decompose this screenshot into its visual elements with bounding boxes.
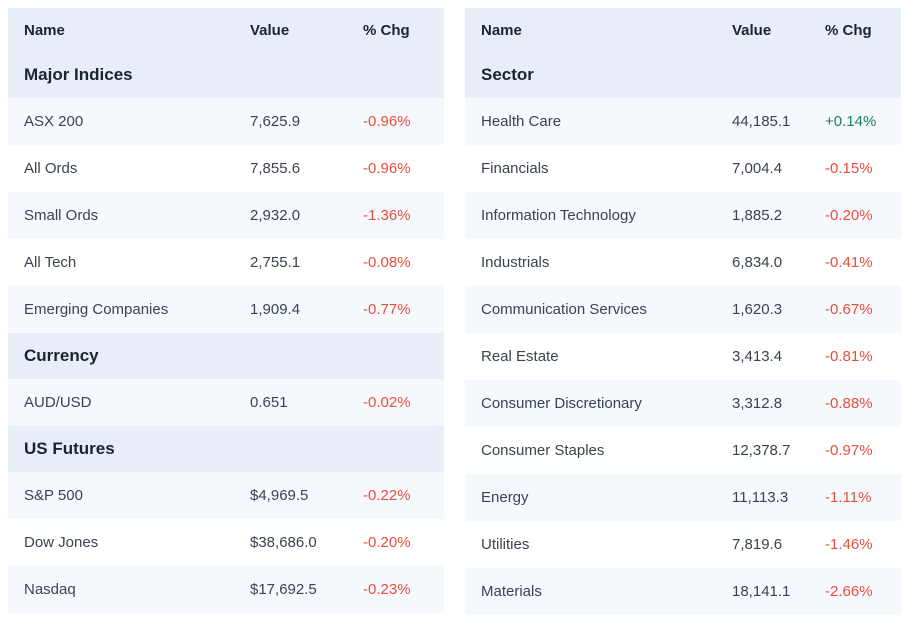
row-name: Financials [481, 160, 549, 177]
table-row: Small Ords 2,932.0 -1.36% [8, 192, 444, 239]
row-change: -0.20% [825, 207, 873, 224]
sectors-table: Name Value % Chg Sector Health Care 44,1… [465, 8, 901, 615]
row-name: Health Care [481, 113, 562, 130]
row-value: $17,692.5 [250, 581, 317, 598]
section-header-sector: Sector [465, 52, 901, 98]
row-name: Communication Services [481, 301, 647, 318]
row-change: -0.15% [825, 160, 873, 177]
table-row: Real Estate 3,413.4 -0.81% [465, 333, 901, 380]
table-row: AUD/USD 0.651 -0.02% [8, 379, 444, 426]
indices-table: Name Value % Chg Major Indices ASX 200 7… [8, 8, 444, 615]
row-name: Small Ords [24, 207, 99, 224]
row-name: All Tech [24, 254, 77, 271]
row-value: 44,185.1 [732, 113, 791, 130]
column-header-pct: % Chg [825, 21, 872, 39]
row-value: 18,141.1 [732, 583, 791, 600]
row-value: 11,113.3 [732, 489, 789, 506]
row-change: -0.41% [825, 254, 873, 271]
row-change: -0.97% [825, 442, 873, 459]
table-header-row: Name Value % Chg [8, 8, 444, 52]
table-row: ASX 200 7,625.9 -0.96% [8, 98, 444, 145]
table-row: Nasdaq $17,692.5 -0.23% [8, 566, 444, 613]
table-row: All Tech 2,755.1 -0.08% [8, 239, 444, 286]
section-title: Sector [481, 65, 534, 84]
row-value: 7,855.6 [250, 160, 301, 177]
row-value: 2,755.1 [250, 254, 301, 271]
row-name: Emerging Companies [24, 301, 169, 318]
row-value: 3,312.8 [732, 395, 783, 412]
table-header-row: Name Value % Chg [465, 8, 901, 52]
row-value: 7,004.4 [732, 160, 783, 177]
row-change: -0.81% [825, 348, 873, 365]
column-header-name: Name [481, 21, 522, 39]
row-value: $4,969.5 [250, 487, 309, 504]
table-row: Industrials 6,834.0 -0.41% [465, 239, 901, 286]
section-title: Currency [24, 346, 99, 365]
row-change: -0.67% [825, 301, 873, 318]
section-title: Major Indices [24, 65, 133, 84]
table-row: Financials 7,004.4 -0.15% [465, 145, 901, 192]
row-name: AUD/USD [24, 394, 92, 411]
section-header-us-futures: US Futures [8, 426, 444, 472]
market-overview: Name Value % Chg Major Indices ASX 200 7… [8, 8, 901, 615]
row-change: -0.96% [363, 160, 411, 177]
table-row: All Ords 7,855.6 -0.96% [8, 145, 444, 192]
row-value: 2,932.0 [250, 207, 301, 224]
table-row: Dow Jones $38,686.0 -0.20% [8, 519, 444, 566]
table-row: Health Care 44,185.1 +0.14% [465, 98, 901, 145]
row-name: Consumer Discretionary [481, 395, 642, 412]
column-header-pct: % Chg [363, 21, 410, 39]
table-row: Emerging Companies 1,909.4 -0.77% [8, 286, 444, 333]
row-value: 0.651 [250, 394, 288, 411]
row-change: -0.77% [363, 301, 411, 318]
row-value: 1,885.2 [732, 207, 783, 224]
section-header-currency: Currency [8, 333, 444, 379]
row-name: ASX 200 [24, 113, 84, 130]
column-header-name: Name [24, 21, 65, 39]
row-change: -0.08% [363, 254, 411, 271]
table-row: Consumer Discretionary 3,312.8 -0.88% [465, 380, 901, 427]
row-value: 3,413.4 [732, 348, 783, 365]
row-name: Materials [481, 583, 542, 600]
row-value: 12,378.7 [732, 442, 791, 459]
row-change: +0.14% [825, 113, 877, 130]
row-value: $38,686.0 [250, 534, 317, 551]
row-name: Consumer Staples [481, 442, 605, 459]
row-name: Nasdaq [24, 581, 76, 598]
row-change: -0.20% [363, 534, 411, 551]
row-value: 1,909.4 [250, 301, 301, 318]
row-name: Real Estate [481, 348, 559, 365]
row-name: Energy [481, 489, 529, 506]
row-change: -1.11% [825, 489, 872, 506]
row-change: -0.23% [363, 581, 411, 598]
row-change: -0.96% [363, 113, 411, 130]
table-row: Utilities 7,819.6 -1.46% [465, 521, 901, 568]
section-header-major-indices: Major Indices [8, 52, 444, 98]
row-name: Information Technology [481, 207, 636, 224]
row-change: -1.36% [363, 207, 411, 224]
row-value: 7,625.9 [250, 113, 301, 130]
row-name: Utilities [481, 536, 530, 553]
row-change: -2.66% [825, 583, 873, 600]
row-name: All Ords [24, 160, 78, 177]
row-change: -0.02% [363, 394, 411, 411]
column-header-value: Value [250, 21, 290, 39]
row-change: -0.22% [363, 487, 411, 504]
table-row: S&P 500 $4,969.5 -0.22% [8, 472, 444, 519]
table-row: Information Technology 1,885.2 -0.20% [465, 192, 901, 239]
column-header-value: Value [732, 21, 772, 39]
row-change: -1.46% [825, 536, 873, 553]
row-value: 6,834.0 [732, 254, 783, 271]
row-change: -0.88% [825, 395, 873, 412]
row-value: 7,819.6 [732, 536, 783, 553]
row-name: S&P 500 [24, 487, 83, 504]
row-value: 1,620.3 [732, 301, 783, 318]
table-row: Materials 18,141.1 -2.66% [465, 568, 901, 615]
section-title: US Futures [24, 439, 115, 458]
row-name: Dow Jones [24, 534, 99, 551]
table-row: Energy 11,113.3 -1.11% [465, 474, 901, 521]
table-row: Consumer Staples 12,378.7 -0.97% [465, 427, 901, 474]
table-row: Communication Services 1,620.3 -0.67% [465, 286, 901, 333]
row-name: Industrials [481, 254, 550, 271]
